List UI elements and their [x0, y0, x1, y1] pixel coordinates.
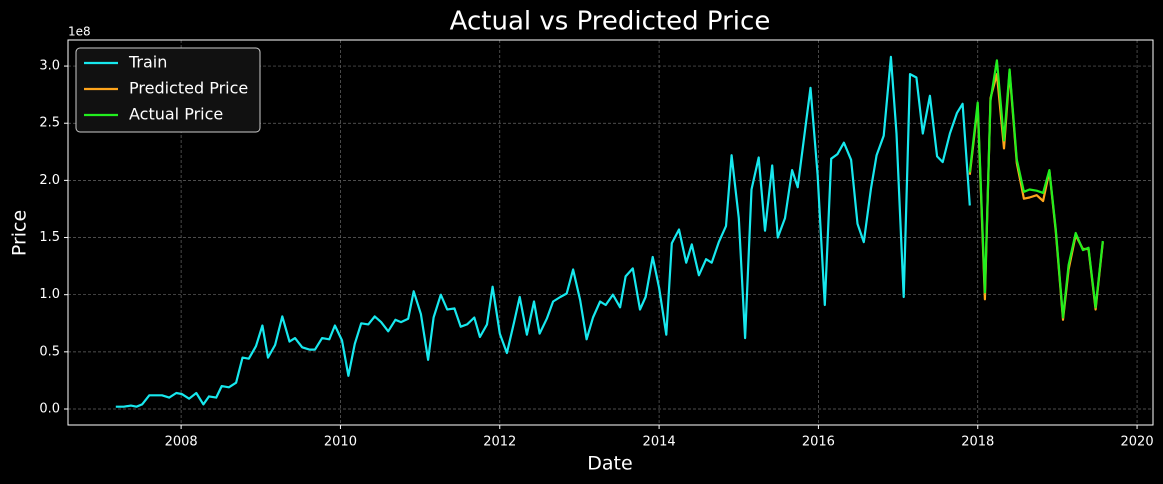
y-tick-label: 3.0 — [39, 59, 60, 74]
y-tick-label: 0.5 — [39, 344, 60, 359]
y-tick-label: 2.5 — [39, 116, 60, 131]
x-tick-label: 2018 — [961, 435, 994, 450]
x-tick-label: 2010 — [324, 435, 357, 450]
y-tick-label: 1.5 — [39, 230, 60, 245]
x-axis-label: Date — [587, 453, 632, 475]
x-tick-label: 2016 — [802, 435, 835, 450]
x-tick-label: 2012 — [483, 435, 516, 450]
y-axis-label: Price — [9, 210, 31, 256]
chart-title: Actual vs Predicted Price — [450, 7, 771, 37]
y-tick-label: 2.0 — [39, 173, 60, 188]
y-tick-label: 0.0 — [39, 401, 60, 416]
x-tick-label: 2014 — [643, 435, 676, 450]
x-tick-label: 2008 — [165, 435, 198, 450]
series-line — [115, 55, 971, 408]
y-offset-label: 1e8 — [68, 25, 91, 39]
plot-frame — [67, 39, 1154, 426]
legend-label: Train — [128, 53, 167, 72]
legend-label: Predicted Price — [129, 79, 248, 98]
series-line — [968, 59, 1104, 319]
legend-box — [75, 47, 261, 133]
x-tick-label: 2020 — [1121, 435, 1154, 450]
legend-label: Actual Price — [129, 105, 223, 124]
y-tick-label: 1.0 — [39, 287, 60, 302]
